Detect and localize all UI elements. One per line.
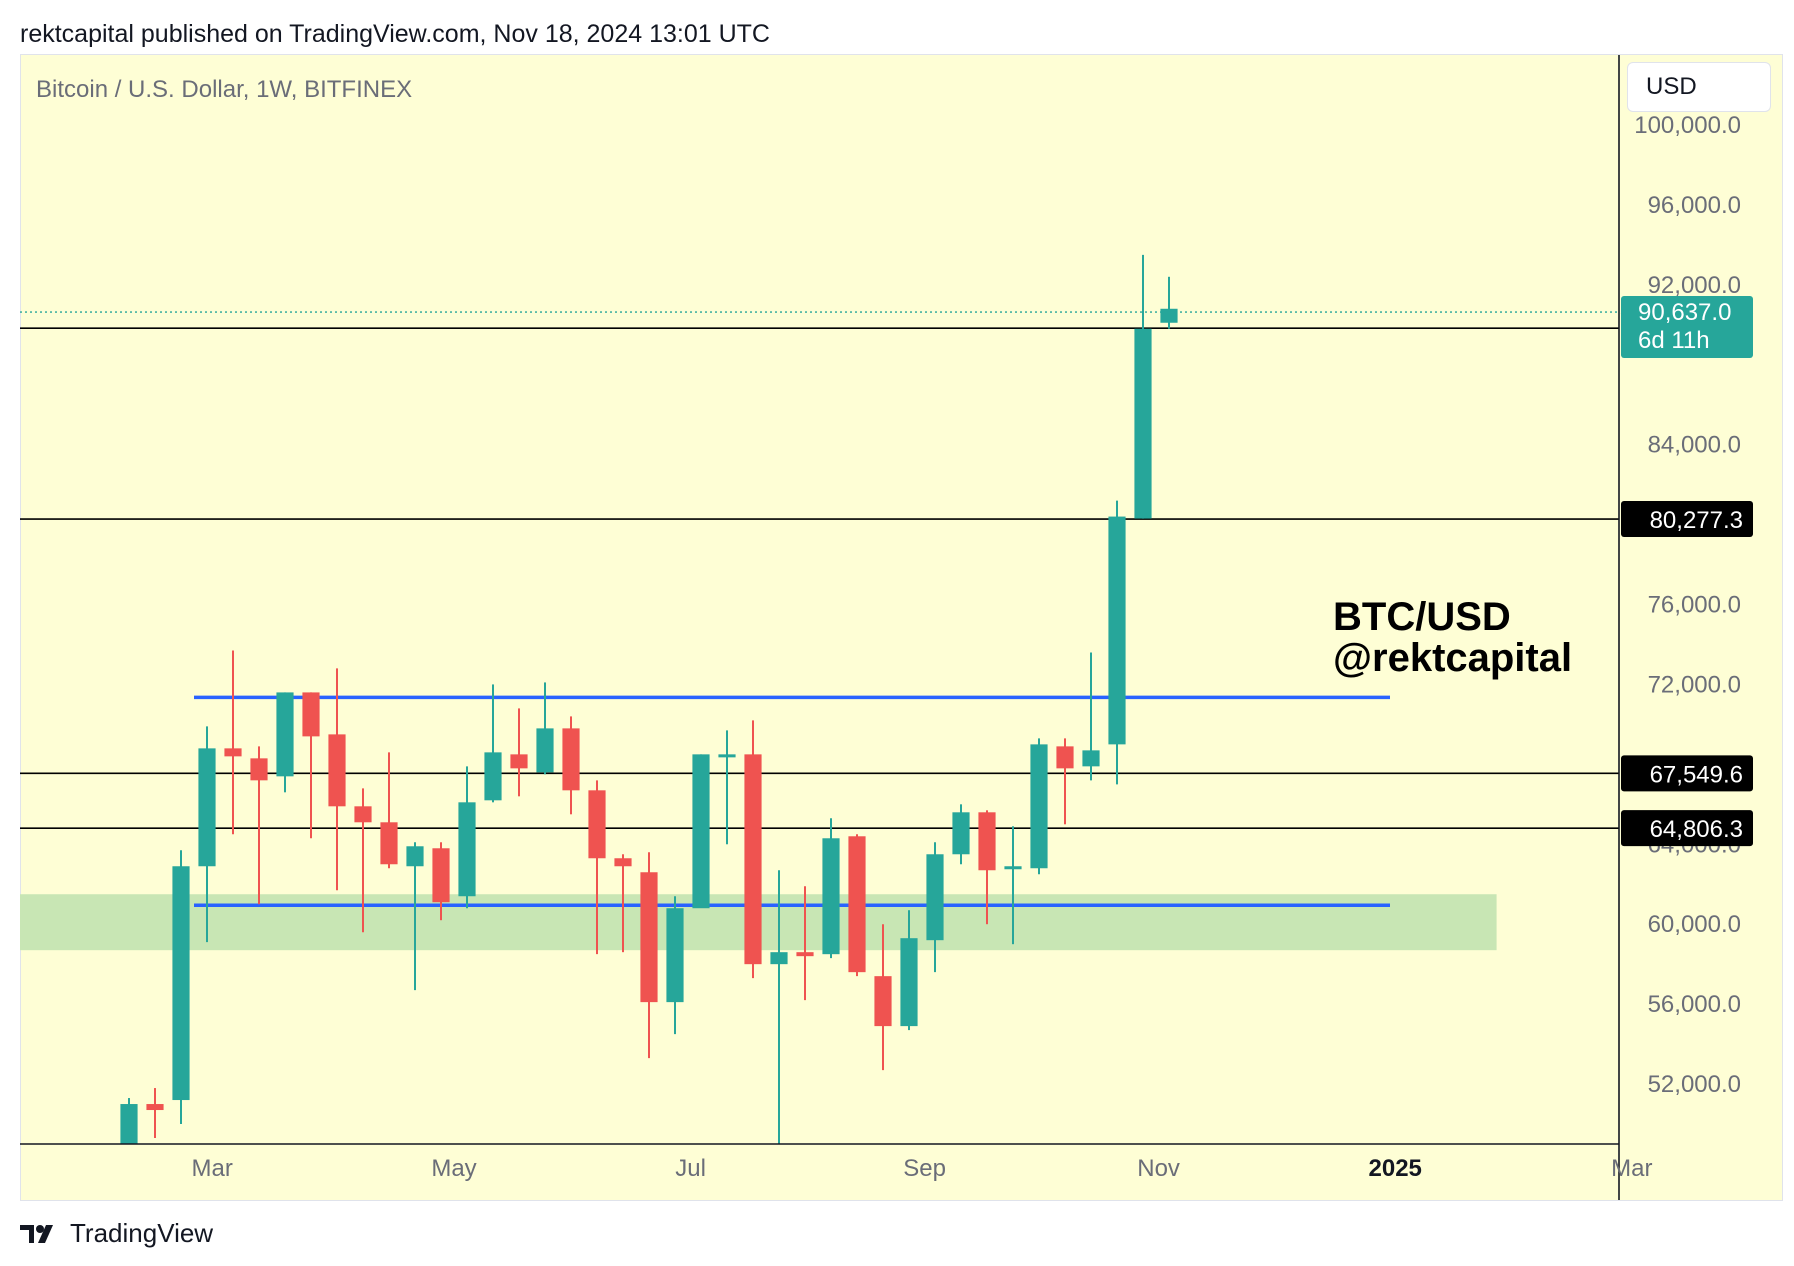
candle [328, 734, 346, 807]
candle [562, 728, 580, 791]
y-tick-label: 52,000.0 [1648, 1071, 1741, 1098]
candle [796, 952, 814, 957]
last-price-tag [1621, 296, 1753, 359]
candle [848, 836, 866, 973]
level-price-label: 67,549.6 [1650, 761, 1743, 788]
x-tick-label: May [431, 1155, 476, 1182]
footer-brand[interactable]: TradingView [20, 1218, 213, 1249]
footer-brand-label: TradingView [70, 1218, 214, 1248]
candle [1030, 744, 1048, 869]
candlestick-chart[interactable]: BTC/USD@rektcapital 100,000.0 96,000.0 92,0… [0, 0, 1794, 1210]
candle [354, 806, 372, 823]
candle [952, 812, 970, 855]
annotation-title: BTC/USD [1333, 595, 1511, 639]
x-tick-label: 2025 [1369, 1155, 1422, 1182]
candle [224, 748, 242, 757]
candle [432, 848, 450, 903]
candle [276, 692, 294, 777]
candle [822, 838, 840, 955]
x-tick-label: Jul [675, 1155, 706, 1182]
candle [718, 754, 736, 758]
candle [1004, 866, 1022, 870]
y-tick-label: 92,000.0 [1648, 272, 1741, 299]
candle [406, 846, 424, 867]
candle [120, 1104, 138, 1144]
candle [250, 758, 268, 781]
y-tick-label: 76,000.0 [1648, 591, 1741, 618]
y-tick-label: 96,000.0 [1648, 192, 1741, 219]
level-price-label: 80,277.3 [1650, 507, 1743, 534]
candle [744, 754, 762, 965]
candle [510, 754, 528, 769]
y-tick-label: 72,000.0 [1648, 671, 1741, 698]
symbol-title: Bitcoin / U.S. Dollar, 1W, BITFINEX [36, 76, 413, 103]
candle [1082, 750, 1100, 767]
x-tick-label: Mar [1611, 1155, 1652, 1182]
candle [458, 802, 476, 897]
candle [640, 872, 658, 1003]
x-tick-label: Nov [1137, 1155, 1180, 1182]
level-price-tag [1621, 755, 1753, 792]
level-price-tag [1621, 501, 1753, 538]
x-tick-label: Mar [192, 1155, 233, 1182]
candle [1056, 746, 1074, 769]
x-tick-label: Sep [903, 1155, 946, 1182]
y-tick-label: 60,000.0 [1648, 911, 1741, 938]
candle [302, 692, 320, 737]
level-price-label: 64,806.3 [1650, 816, 1743, 843]
candle [614, 858, 632, 867]
candle [172, 866, 190, 1101]
candle [536, 728, 554, 773]
annotation-author: @rektcapital [1333, 636, 1572, 680]
candle [1134, 328, 1152, 519]
y-tick-label: 56,000.0 [1648, 991, 1741, 1018]
publish-header: rektcapital published on TradingView.com… [20, 20, 770, 48]
candle [770, 952, 788, 965]
candle [666, 908, 684, 1003]
level-price-tag [1621, 810, 1753, 847]
candle [978, 812, 996, 871]
candle [198, 748, 216, 867]
tradingview-logo-icon [20, 1224, 53, 1243]
currency-button[interactable]: USD [1627, 62, 1771, 112]
candle [1108, 516, 1126, 745]
candle [1160, 308, 1178, 323]
candle [692, 754, 710, 909]
candle [146, 1104, 164, 1111]
candle [900, 938, 918, 1027]
candle [874, 976, 892, 1027]
bar-countdown-label: 6d 11h [1638, 327, 1710, 354]
last-price-label: 90,637.0 [1638, 299, 1731, 326]
candle [588, 790, 606, 859]
candle [380, 822, 398, 865]
candle [926, 854, 944, 941]
y-tick-label: 84,000.0 [1648, 432, 1741, 459]
candle [484, 752, 502, 801]
y-tick-label: 100,000.0 [1634, 112, 1741, 139]
